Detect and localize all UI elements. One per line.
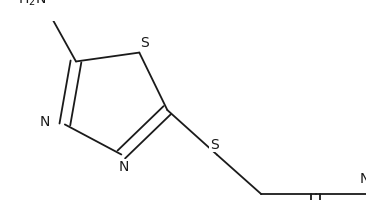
Text: S: S (210, 138, 219, 152)
Text: N: N (40, 115, 50, 129)
Text: H$_2$N: H$_2$N (18, 0, 46, 8)
Text: S: S (140, 36, 149, 50)
Text: NH: NH (360, 172, 366, 186)
Text: N: N (119, 160, 129, 174)
